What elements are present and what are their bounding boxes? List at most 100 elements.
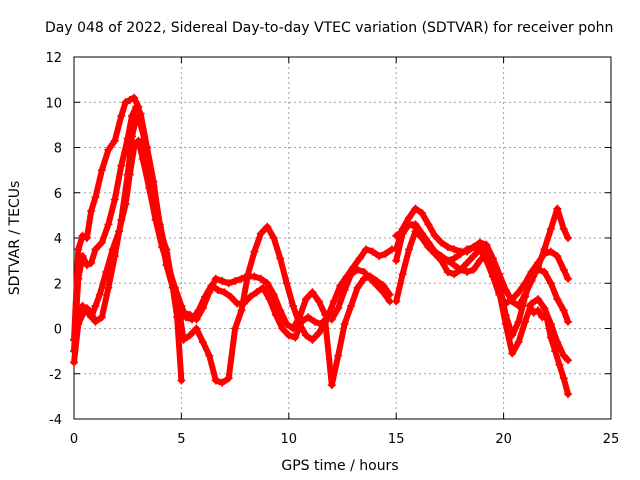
data-point (95, 290, 104, 299)
data-point (250, 272, 259, 281)
data-point (546, 224, 555, 233)
data-point (321, 310, 330, 319)
data-point (134, 102, 143, 111)
data-point (284, 331, 293, 340)
series-line (393, 221, 571, 364)
data-point (97, 238, 106, 247)
y-tick-label: -2 (49, 368, 62, 383)
data-point (372, 276, 381, 285)
data-point (340, 319, 349, 328)
data-point (385, 290, 394, 299)
data-point (521, 317, 530, 326)
data-point (246, 292, 255, 301)
data-point (123, 134, 132, 143)
x-tick-label: 15 (388, 432, 405, 447)
data-point (220, 288, 229, 297)
data-point (417, 231, 426, 240)
data-point (205, 351, 214, 360)
data-point (289, 324, 298, 333)
data-point (443, 267, 452, 276)
data-point (533, 265, 542, 274)
data-point (527, 270, 536, 279)
series-line (71, 94, 185, 384)
data-point (127, 111, 136, 120)
data-point (308, 288, 317, 297)
data-point (310, 317, 319, 326)
data-point (542, 313, 551, 322)
data-point (263, 222, 272, 231)
data-point (192, 315, 201, 324)
data-point (301, 295, 310, 304)
data-point (237, 306, 246, 315)
data-point (564, 390, 573, 399)
data-point (525, 301, 534, 310)
data-point (450, 245, 459, 254)
data-point (276, 306, 285, 315)
data-point (205, 288, 214, 297)
x-tick-labels: 0 5 10 15 20 25 (70, 432, 619, 447)
data-point (82, 234, 91, 242)
y-tick-label: 2 (54, 277, 62, 292)
data-point (398, 227, 407, 236)
data-point (162, 245, 171, 254)
data-point (475, 256, 484, 265)
data-point (411, 222, 420, 231)
data-point (329, 297, 338, 306)
y-tick-label: 6 (54, 187, 62, 202)
data-point (555, 360, 564, 369)
data-point (551, 347, 560, 356)
data-point (564, 317, 573, 326)
data-point (334, 351, 343, 360)
data-point (559, 306, 568, 315)
data-point (553, 204, 562, 213)
data-point (117, 215, 126, 224)
data-point (271, 310, 280, 319)
data-point (91, 317, 100, 326)
data-point (482, 249, 491, 258)
data-point (424, 243, 433, 252)
data-point (185, 310, 194, 319)
data-point (218, 276, 227, 285)
data-point (213, 286, 222, 295)
data-point (514, 288, 523, 297)
data-point (475, 245, 484, 254)
data-point (282, 279, 291, 288)
x-tick-label: 0 (70, 432, 78, 447)
data-point (375, 252, 384, 261)
data-point (97, 313, 106, 322)
data-point (278, 324, 287, 333)
data-point (424, 220, 433, 229)
data-point (97, 166, 106, 175)
data-point (392, 245, 401, 254)
data-point (117, 111, 126, 120)
data-point (533, 295, 542, 304)
data-point (405, 220, 414, 229)
data-point (301, 331, 310, 340)
data-point (177, 376, 186, 385)
y-tick-label: 4 (54, 232, 62, 247)
data-point (488, 261, 497, 270)
data-point (91, 301, 100, 310)
data-point (314, 297, 323, 306)
y-tick-label: 8 (54, 142, 62, 157)
data-point (198, 338, 207, 347)
data-point (353, 265, 362, 274)
data-point (143, 161, 152, 170)
data-point (304, 313, 313, 322)
data-point (110, 252, 119, 261)
data-point (70, 358, 78, 367)
data-point (91, 193, 100, 202)
data-point (91, 245, 100, 254)
data-point (289, 301, 298, 310)
y-tick-label: -4 (49, 413, 62, 428)
data-point (450, 270, 459, 279)
data-point (168, 283, 177, 292)
data-point (456, 265, 465, 274)
data-point (82, 304, 91, 313)
data-point (224, 279, 233, 288)
data-point (256, 229, 265, 238)
x-tick-label: 5 (177, 432, 185, 447)
data-point (546, 333, 555, 342)
series-track-9 (525, 301, 573, 399)
data-point (540, 304, 549, 313)
